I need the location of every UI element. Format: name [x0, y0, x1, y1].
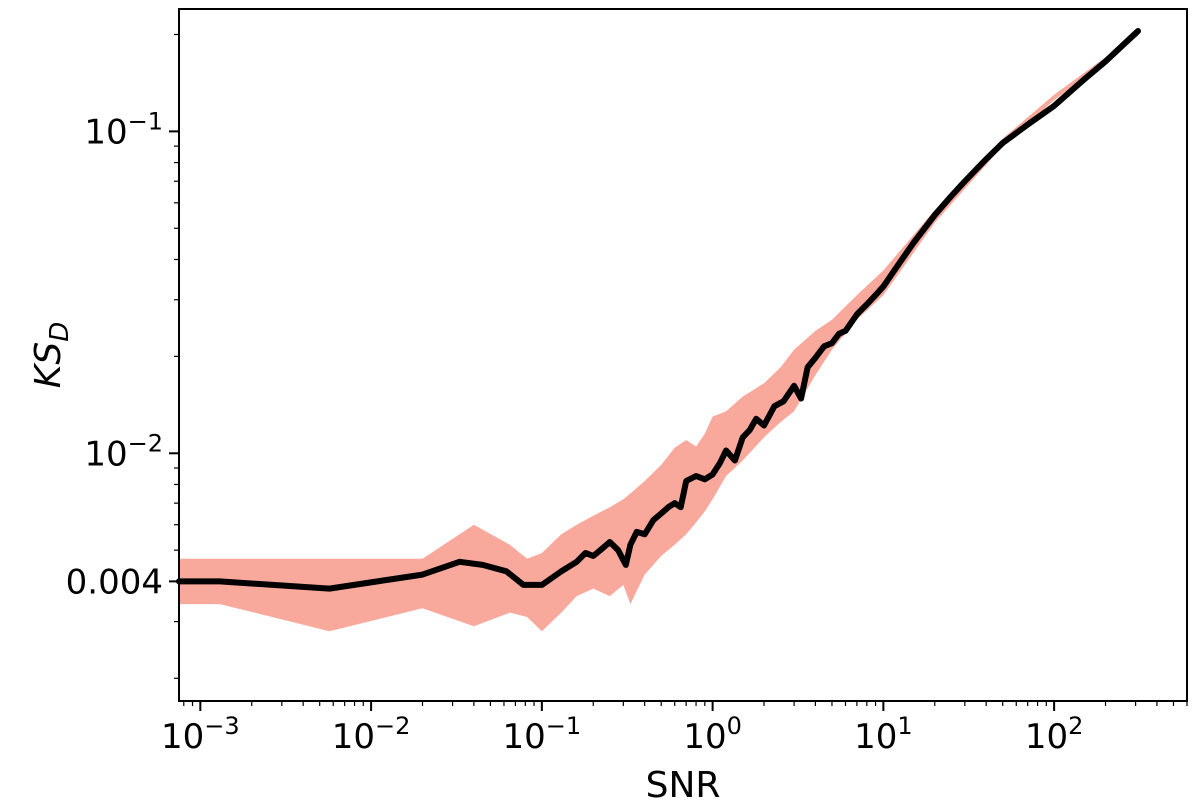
- x-tick-base: 10: [683, 717, 726, 757]
- x-tick-label: 100: [683, 712, 742, 757]
- x-axis-ticks: 10−3 10−2 10−1 100 101 102: [161, 701, 1188, 757]
- y-axis-ticks: 10−110−20.004: [66, 33, 179, 679]
- x-tick-base: 10: [854, 717, 897, 757]
- x-tick-label: 102: [1025, 712, 1084, 757]
- y-axis-label-sub: D: [45, 322, 75, 342]
- ks-median-line: [176, 28, 1141, 592]
- x-tick-base: 10: [1025, 717, 1068, 757]
- y-tick-label: 10−2: [84, 429, 163, 474]
- y-tick-label: 10−1: [84, 107, 163, 152]
- x-tick-exponent: −3: [204, 712, 239, 740]
- x-tick-exponent: 1: [897, 712, 912, 740]
- x-tick-base: 10: [161, 717, 204, 757]
- x-tick-label: 10−3: [161, 712, 240, 757]
- x-tick-label: 10−1: [503, 712, 582, 757]
- x-tick-exponent: 0: [727, 712, 742, 740]
- x-tick-exponent: 2: [1068, 712, 1083, 740]
- x-tick-label: 10−2: [332, 712, 411, 757]
- x-tick-exponent: −1: [546, 712, 581, 740]
- y-axis-label: KSD: [28, 322, 75, 389]
- x-axis-label: SNR: [646, 765, 721, 806]
- y-tick-label: 0.004: [66, 562, 163, 602]
- plot-frame: [178, 8, 1188, 702]
- x-tick-base: 10: [332, 717, 375, 757]
- x-tick-label: 101: [854, 712, 913, 757]
- x-tick-base: 10: [503, 717, 546, 757]
- y-tick-base: 10: [84, 112, 127, 152]
- y-tick-exponent: −1: [128, 107, 163, 135]
- data-line-layer: [176, 28, 1141, 592]
- y-axis-label-main: KS: [28, 342, 69, 388]
- x-tick-exponent: −2: [375, 712, 410, 740]
- y-tick-base: 10: [84, 434, 127, 474]
- y-tick-exponent: −2: [128, 429, 163, 457]
